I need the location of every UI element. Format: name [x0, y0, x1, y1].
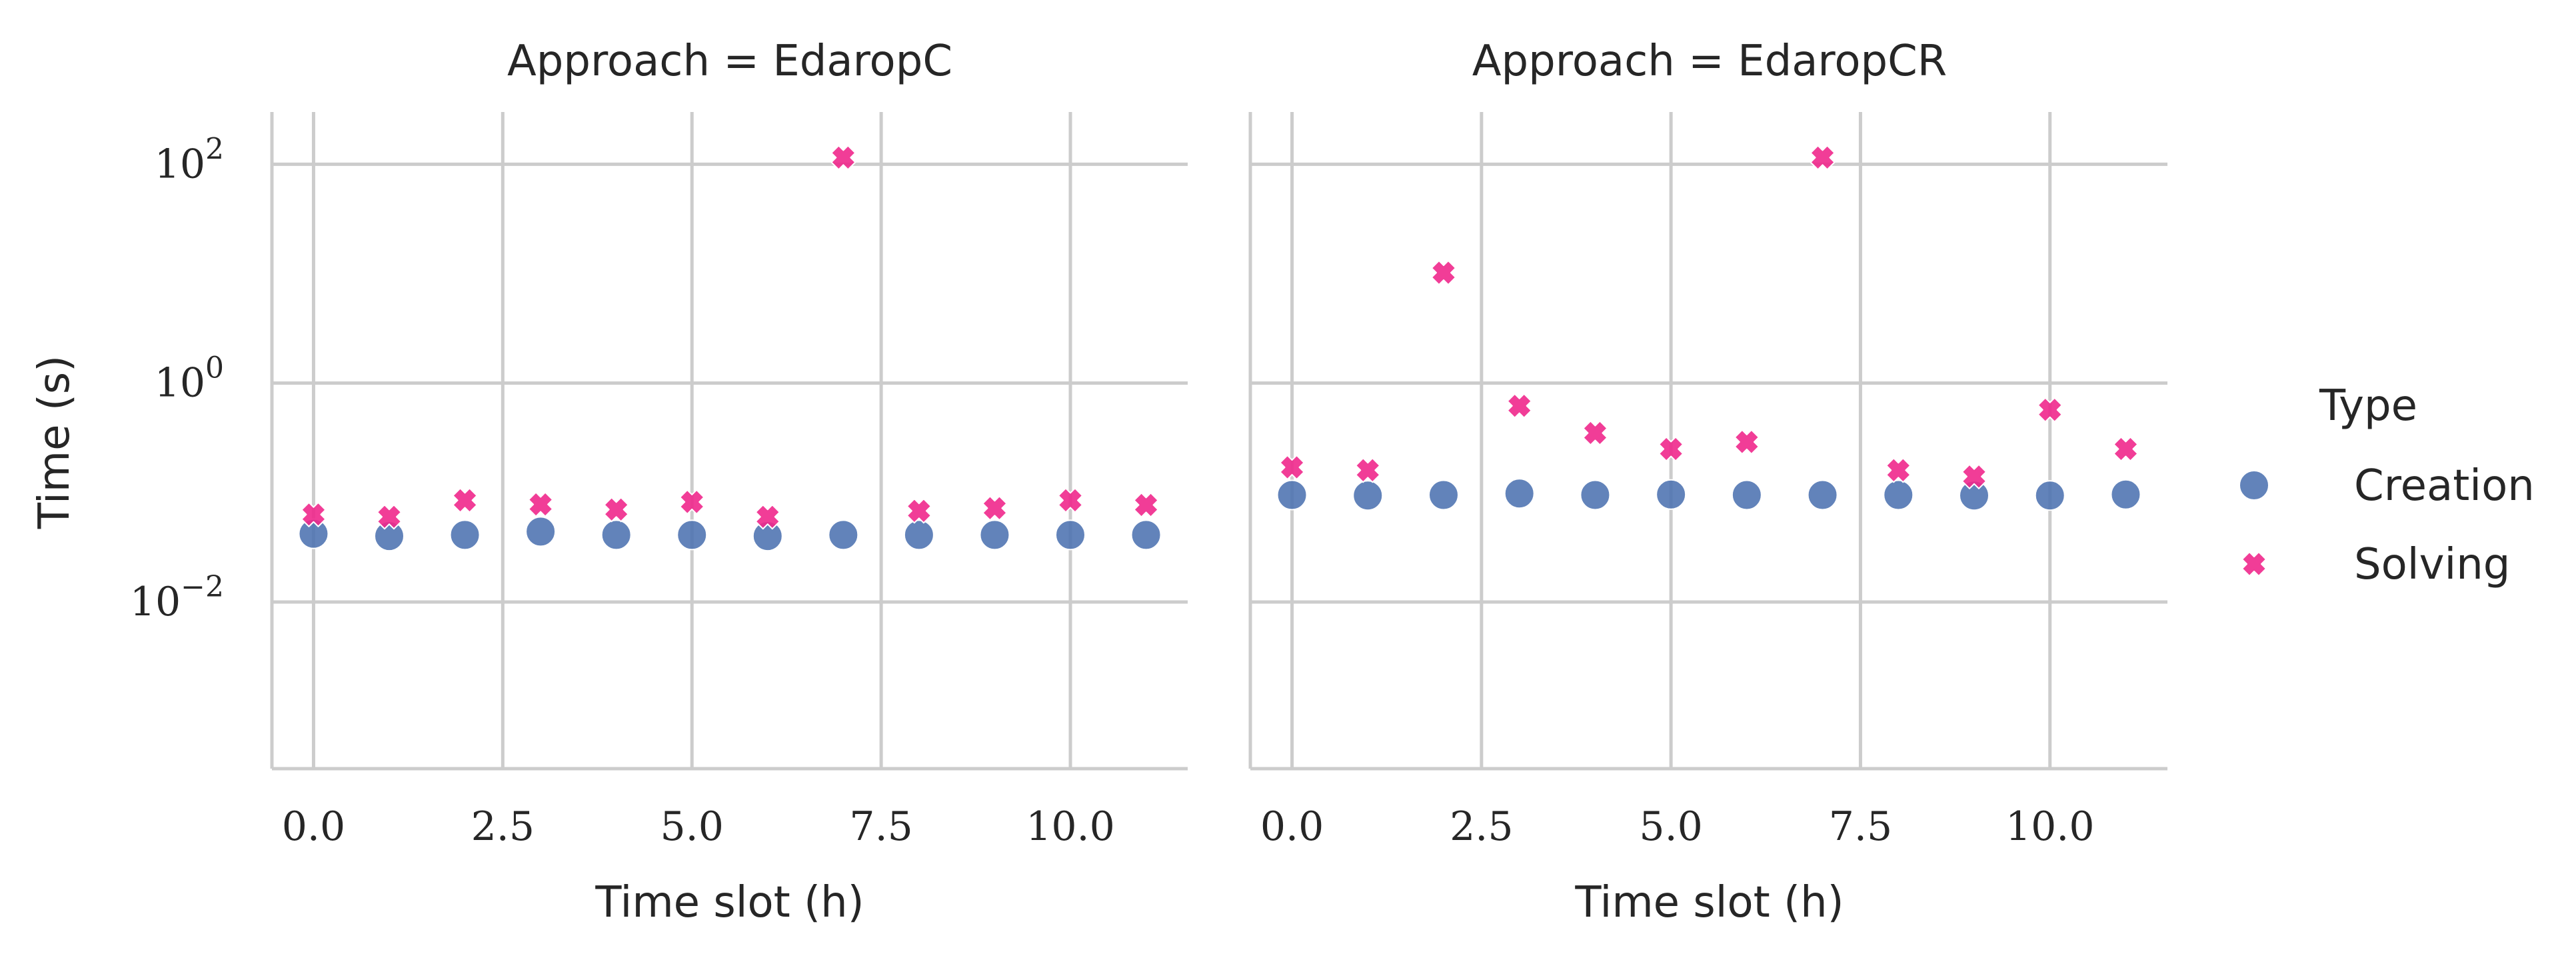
solving-point	[906, 498, 932, 524]
creation-point	[1807, 479, 1838, 511]
legend-marker-solving	[2241, 551, 2267, 577]
panel-1-x-tick-label: 7.5	[1829, 803, 1892, 850]
solving-point	[982, 495, 1008, 521]
solving-point	[1810, 145, 1836, 171]
y-tick-label: 10−2	[130, 570, 224, 625]
solving-point	[1734, 429, 1760, 455]
creation-point	[2034, 480, 2065, 511]
legend-marker-creation	[2239, 470, 2269, 501]
solving-point	[679, 489, 705, 515]
creation-point	[903, 519, 934, 551]
creation-point	[601, 519, 632, 551]
solving-point	[754, 504, 780, 530]
solving-point	[2037, 397, 2063, 423]
panel-1-series-creation	[1276, 478, 2141, 511]
y-axis-label: Time (s)	[30, 355, 79, 529]
creation-point	[1959, 480, 1990, 511]
panel-1-x-tick-label: 0.0	[1260, 803, 1324, 850]
panel-0-grid	[272, 112, 1188, 769]
creation-point	[979, 519, 1010, 551]
panel-1-x-tick-label: 5.0	[1639, 803, 1702, 850]
panel-0: Approach = EdaropC Time slot (h) 0.0 2.5 5…	[130, 37, 1188, 927]
creation-point	[1276, 479, 1308, 511]
legend-label-solving: Solving	[2354, 540, 2510, 589]
creation-point	[1731, 479, 1762, 511]
creation-point	[1130, 519, 1162, 551]
panel-1-series-solving	[1279, 145, 2139, 489]
panel-0-x-axis-label: Time slot (h)	[595, 878, 864, 927]
creation-point	[676, 519, 708, 551]
creation-point	[828, 519, 859, 551]
y-tick-label: 100	[155, 351, 224, 407]
panel-0-x-tick-label: 7.5	[849, 803, 912, 850]
solving-point	[301, 501, 327, 527]
solving-point	[1133, 492, 1159, 518]
panel-0-series-solving	[301, 145, 1159, 530]
creation-point	[1580, 479, 1611, 511]
solving-point	[1430, 260, 1456, 286]
panel-1: Approach = EdaropCR Time slot (h) 0.0 2.5…	[1248, 37, 2167, 927]
creation-point	[298, 518, 329, 549]
panel-0-x-tick-label: 5.0	[660, 803, 724, 850]
panel-0-x-tick-label: 0.0	[282, 803, 345, 850]
creation-point	[2110, 479, 2141, 510]
creation-point	[1504, 478, 1535, 509]
creation-point	[1428, 479, 1459, 511]
solving-point	[1658, 436, 1684, 462]
legend-label-creation: Creation	[2354, 461, 2535, 511]
solving-point	[528, 491, 554, 517]
solving-point	[1057, 487, 1083, 513]
panel-1-x-tick-label: 2.5	[1450, 803, 1513, 850]
creation-point	[1656, 479, 1687, 510]
legend: Type Creation Solving	[2239, 381, 2535, 589]
creation-point	[374, 521, 405, 552]
panel-0-title: Approach = EdaropC	[507, 37, 952, 86]
solving-point	[1355, 457, 1381, 483]
solving-point	[1506, 393, 1532, 419]
panel-0-series-creation	[298, 516, 1162, 552]
panel-1-title: Approach = EdaropCR	[1472, 37, 1947, 86]
solving-point	[1582, 420, 1608, 446]
solving-point	[452, 487, 478, 513]
solving-point	[830, 145, 856, 171]
panel-1-x-tick-label: 10.0	[2005, 803, 2095, 850]
solving-point	[1886, 457, 1912, 483]
solving-point	[603, 497, 629, 523]
solving-point	[1279, 454, 1305, 480]
panel-1-x-axis-label: Time slot (h)	[1574, 878, 1844, 927]
creation-point	[1883, 479, 1914, 511]
panel-0-x-tick-label: 10.0	[1026, 803, 1115, 850]
solving-point	[2113, 436, 2139, 462]
creation-point	[449, 519, 481, 551]
y-tick-label: 102	[155, 132, 224, 187]
creation-point	[1352, 480, 1384, 511]
solving-point	[377, 504, 403, 530]
solving-point	[1961, 463, 1987, 489]
creation-point	[752, 521, 783, 552]
legend-title: Type	[2319, 381, 2417, 431]
creation-point	[525, 516, 557, 547]
panel-1-grid	[1250, 112, 2167, 769]
creation-point	[1054, 519, 1086, 551]
panel-0-x-tick-label: 2.5	[471, 803, 535, 850]
